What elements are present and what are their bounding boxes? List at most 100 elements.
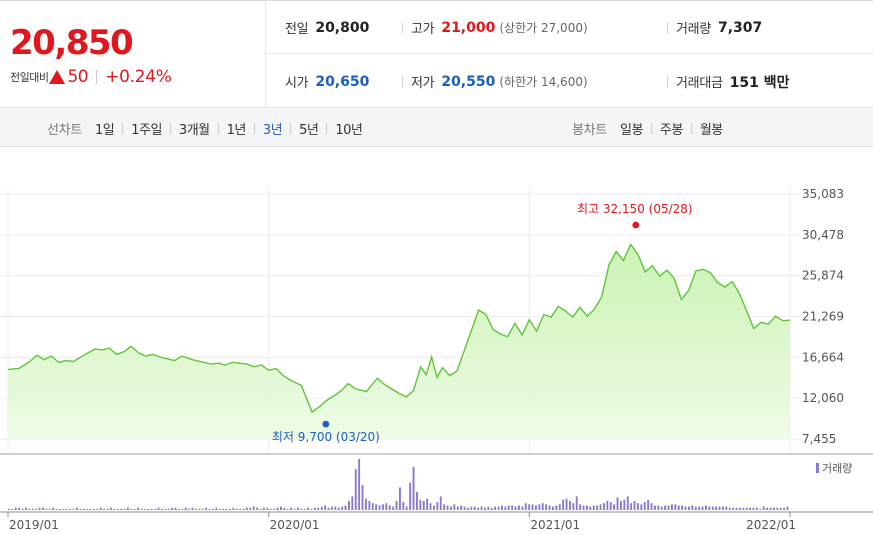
volume-bar — [144, 508, 146, 510]
volume-bar — [501, 505, 503, 510]
y-tick-label: 21,269 — [802, 310, 844, 324]
volume-bar — [688, 506, 690, 510]
volume-bar — [150, 508, 153, 510]
volume-bar — [732, 507, 735, 510]
volume-bar — [647, 499, 650, 510]
volume-bar — [626, 496, 629, 510]
volume-bar — [171, 507, 174, 510]
x-tick-label: 2020/01 — [270, 518, 320, 532]
volume-bar — [572, 503, 575, 510]
change-value: 50 — [67, 67, 89, 87]
volume-bar — [259, 508, 262, 510]
volume-bar — [620, 500, 622, 510]
stat-divider — [667, 22, 668, 34]
high-marker — [632, 221, 640, 229]
volume-bar — [11, 508, 14, 510]
tab-1y[interactable]: 1년 — [226, 122, 247, 138]
open-label: 시가 — [285, 76, 309, 91]
tab-divider — [253, 122, 255, 134]
volume-legend-swatch — [816, 463, 819, 473]
volume-bar — [212, 508, 214, 510]
volume-bar — [650, 503, 653, 510]
volume-bar — [235, 508, 238, 510]
volume-bar — [310, 508, 313, 510]
volume-bar — [422, 500, 425, 510]
volume-bar — [575, 496, 578, 510]
volume-bar — [514, 506, 517, 510]
volume-bar — [232, 507, 235, 510]
volume-bar — [133, 508, 136, 510]
volume-bar — [467, 507, 469, 510]
volume-bar — [174, 507, 177, 510]
candle-chart-tabs: 봉차트 일봉 주봉 월봉 — [572, 109, 723, 147]
volume-bar — [630, 503, 633, 510]
x-tick-label: 2022/01 — [746, 518, 796, 532]
volume-bar — [242, 508, 245, 510]
volume-bar — [337, 507, 340, 510]
volume-bar — [555, 505, 558, 510]
tab-monthly[interactable]: 월봉 — [699, 122, 723, 138]
volume-bar — [8, 508, 10, 510]
volume-bar — [280, 506, 282, 510]
volume-bar — [184, 507, 187, 510]
volume-bar — [701, 506, 704, 510]
volume-bar — [86, 508, 89, 510]
tab-1d[interactable]: 1일 — [94, 122, 115, 138]
volume-bar — [433, 505, 435, 510]
tab-daily[interactable]: 일봉 — [619, 122, 643, 138]
volume-bar — [195, 508, 197, 510]
tab-weekly[interactable]: 주봉 — [659, 122, 683, 138]
trade-value-label: 거래대금 — [676, 76, 723, 91]
volume-bar — [263, 507, 265, 510]
tab-1w[interactable]: 1주일 — [131, 122, 162, 138]
volume-bar — [62, 508, 65, 510]
volume-bar — [633, 500, 636, 510]
volume-bar — [616, 497, 619, 510]
y-tick-label: 16,664 — [802, 350, 844, 364]
volume-bar — [511, 505, 514, 510]
x-tick-label: 2019/01 — [9, 518, 59, 532]
y-tick-label: 35,083 — [802, 187, 844, 201]
volume-bar — [392, 506, 395, 510]
volume-bar — [198, 508, 201, 510]
tab-10y[interactable]: 10년 — [335, 122, 363, 138]
trade-value-value: 151 백만 — [729, 74, 790, 91]
volume-bar — [473, 506, 476, 510]
volume-bar — [354, 469, 357, 510]
y-axis-ticks: 35,083 30,478 25,874 21,269 16,664 12,060 7,45… — [802, 187, 844, 446]
volume-bar — [246, 507, 248, 510]
volume-legend-label: 거래량 — [822, 462, 852, 475]
tab-3m[interactable]: 3개월 — [178, 122, 210, 138]
tab-divider — [122, 122, 124, 134]
trade-value-stat: 거래대금 151 백만 — [667, 55, 790, 108]
volume-bar — [613, 504, 616, 510]
price-line — [7, 243, 791, 414]
volume-bar — [453, 504, 456, 510]
volume-bar — [249, 507, 252, 510]
volume-bar — [399, 487, 401, 510]
volume-bar — [579, 504, 582, 510]
volume-bar — [477, 507, 480, 510]
volume-bar — [582, 505, 585, 510]
tab-3y[interactable]: 3년 — [262, 122, 283, 138]
volume-bar — [711, 506, 714, 510]
volume-bar — [759, 508, 762, 510]
volume-bar — [769, 507, 772, 510]
prev-close-label: 전일 — [285, 22, 309, 37]
volume-bar — [416, 491, 418, 510]
volume-bar — [59, 508, 61, 510]
tab-5y[interactable]: 5년 — [299, 122, 319, 138]
volume-bar — [266, 507, 269, 510]
volume-bar — [147, 508, 150, 510]
volume-bar — [215, 507, 218, 510]
y-tick-label: 30,478 — [802, 228, 844, 242]
volume-bar — [382, 504, 384, 510]
volume-bar — [596, 505, 599, 510]
volume-bar — [497, 506, 500, 510]
volume-bar — [484, 507, 486, 510]
volume-bar — [586, 505, 588, 510]
volume-bar — [348, 500, 350, 510]
line-chart-tabs: 선차트 1일 1주일 3개월 1년 3년 5년 10년 — [47, 109, 363, 147]
candle-chart-label: 봉차트 — [572, 122, 607, 138]
open-value: 20,650 — [315, 73, 370, 90]
